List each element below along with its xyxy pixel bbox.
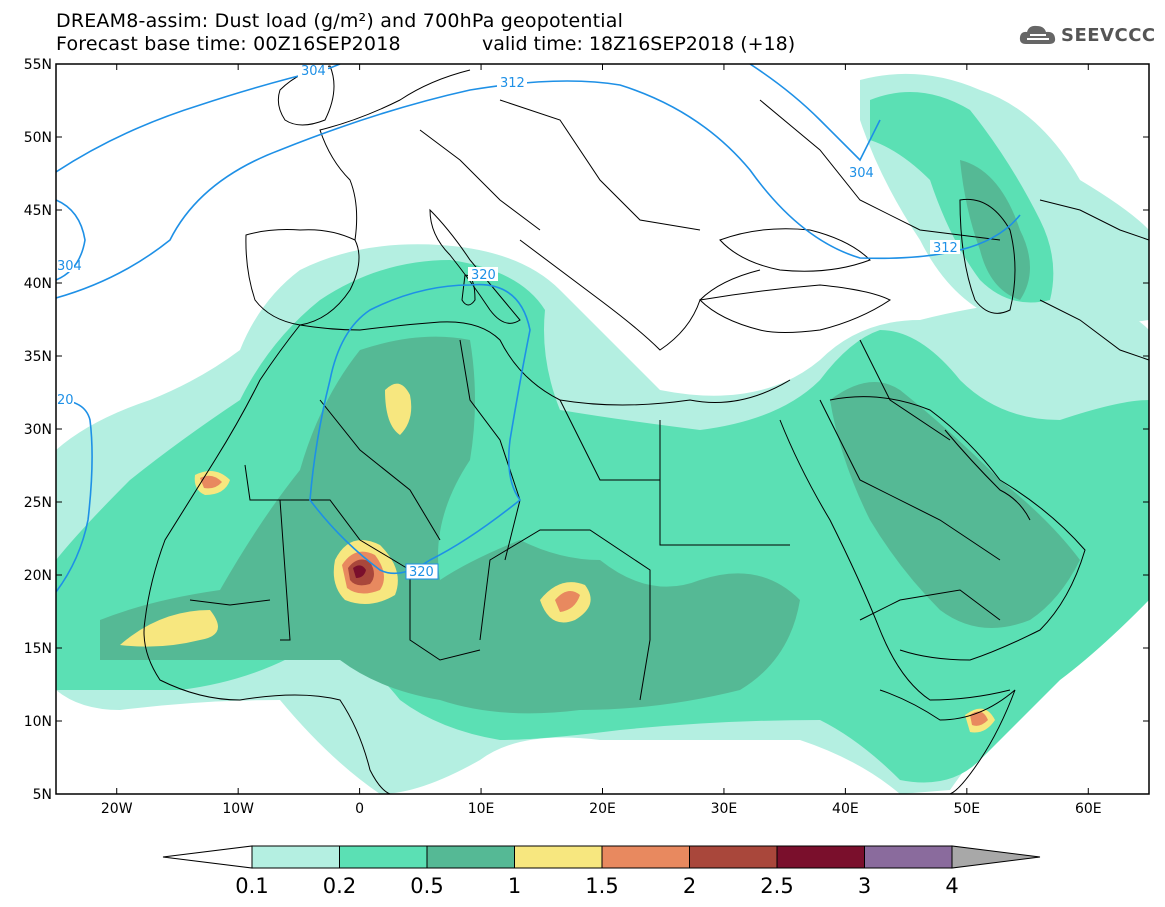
lon-tick-label: 20W xyxy=(101,801,133,817)
forecast-base-time: Forecast base time: 00Z16SEP2018 xyxy=(56,33,401,55)
lon-tick-label: 60E xyxy=(1075,801,1102,817)
lat-tick-label: 30N xyxy=(24,422,52,438)
isoline-label-320: 20 xyxy=(57,393,74,408)
cloud-icon xyxy=(1019,25,1056,44)
isoline-label-312: 312 xyxy=(500,76,525,91)
isoline-312 xyxy=(56,80,961,299)
colorbar-label: 1 xyxy=(508,874,521,898)
colorbar-label: 3 xyxy=(858,874,871,898)
lat-tick-label: 50N xyxy=(24,130,52,146)
lat-tick-label: 40N xyxy=(24,276,52,292)
colorbar-swatch xyxy=(426,845,515,869)
isoline-labels: 304 312 304 312 304 320 20 320 xyxy=(56,63,960,580)
isoline-label-312: 312 xyxy=(933,241,958,256)
lon-tick-label: 40E xyxy=(832,801,859,817)
isoline-east-312 xyxy=(959,214,1021,251)
lon-tick-label: 0 xyxy=(355,801,364,817)
dust-area-0.5 xyxy=(100,336,800,714)
isoline-label-320: 320 xyxy=(409,565,434,580)
lat-tick-label: 55N xyxy=(24,57,52,73)
isoline-label-304: 304 xyxy=(849,166,874,181)
colorbar-over-arrow xyxy=(951,845,1041,869)
dust-area-2.5 xyxy=(353,565,366,578)
colorbar-label: 2.5 xyxy=(760,874,793,898)
colorbar-swatch xyxy=(514,845,603,869)
lon-tick-label: 20E xyxy=(589,801,616,817)
lon-tick-label: 50E xyxy=(953,801,980,817)
colorbar-label: 2 xyxy=(683,874,696,898)
map-title: DREAM8-assim: Dust load (g/m²) and 700hP… xyxy=(56,10,624,32)
dust-area-1.5 xyxy=(555,591,580,612)
lat-tick-label: 10N xyxy=(24,714,52,730)
colorbar-swatch xyxy=(776,845,865,869)
dust-area-0.5-arabia xyxy=(830,382,1080,628)
valid-time: valid time: 18Z16SEP2018 (+18) xyxy=(482,33,796,55)
colorbar-under-arrow xyxy=(162,845,253,869)
colorbar-label: 1.5 xyxy=(585,874,618,898)
colorbar-swatch xyxy=(339,845,428,869)
colorbar-label: 0.2 xyxy=(323,874,356,898)
lat-tick-label: 35N xyxy=(24,349,52,365)
lat-tick-label: 45N xyxy=(24,203,52,219)
dust-area-1.5 xyxy=(200,475,222,489)
coastlines xyxy=(143,65,1149,794)
isoline-320-a xyxy=(56,399,93,593)
lat-tick-label: 5N xyxy=(33,787,52,803)
dust-area-0.5-caspian xyxy=(960,160,1030,300)
isoline-label-304: 304 xyxy=(301,64,326,79)
lon-tick-label: 10E xyxy=(468,801,495,817)
logo-text: SEEVCCC xyxy=(1061,24,1156,46)
colorbar-label: 0.5 xyxy=(410,874,443,898)
lat-tick-label: 15N xyxy=(24,641,52,657)
colorbar-swatch xyxy=(864,845,953,869)
dust-area-1.5 xyxy=(970,711,988,726)
dust-area-1 xyxy=(385,383,412,435)
colorbar-swatch xyxy=(601,845,690,869)
lon-tick-label: 10W xyxy=(222,801,254,817)
colorbar-swatch xyxy=(251,845,340,869)
colorbar-swatch xyxy=(689,845,778,869)
colorbar-label: 4 xyxy=(945,874,958,898)
colorbar-label: 0.1 xyxy=(235,874,268,898)
latitude-axis: 5N 10N 15N 20N 25N 30N 35N 40N 45N 50N 55N xyxy=(24,57,1149,803)
isoline-304 xyxy=(56,64,341,173)
lon-tick-label: 30E xyxy=(711,801,738,817)
isoline-304-left xyxy=(56,199,86,281)
colorbar: 0.1 0.2 0.5 1 1.5 2 2.5 3 4 xyxy=(162,845,1041,898)
isoline-label-320: 320 xyxy=(471,268,496,283)
isoline-304-east xyxy=(749,64,881,162)
lat-tick-label: 25N xyxy=(24,495,52,511)
lat-tick-label: 20N xyxy=(24,568,52,584)
isoline-label-304: 304 xyxy=(57,259,82,274)
longitude-axis: 20W 10W 0 10E 20E 30E 40E 50E 60E xyxy=(101,64,1102,817)
seevccc-logo: SEEVCCC xyxy=(1018,22,1156,48)
